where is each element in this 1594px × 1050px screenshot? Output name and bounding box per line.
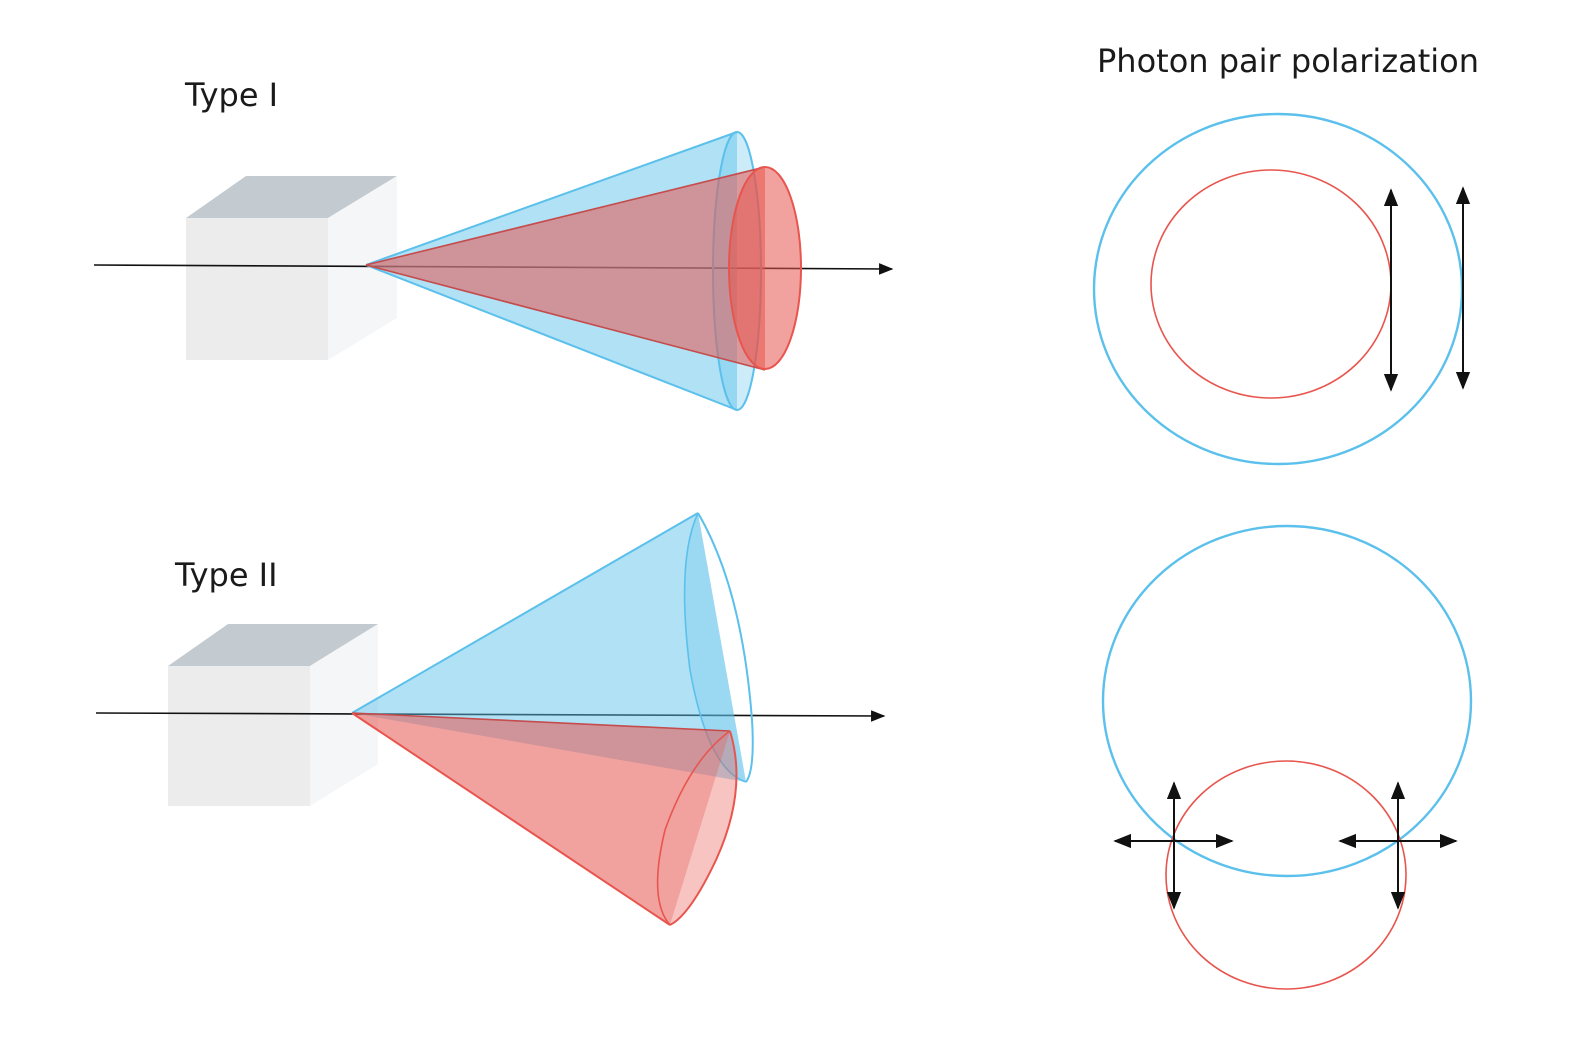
type2-polarization-cross-right: [1338, 781, 1458, 910]
crystal-top-face: [168, 624, 378, 666]
crystal-top-face: [186, 176, 397, 218]
type1-crystal: [186, 176, 397, 360]
type2-beam-axis: [95, 710, 886, 722]
type2-blue-cone: [351, 512, 754, 783]
type1-panel: Type I: [93, 76, 894, 411]
type2-rings: [1101, 524, 1473, 990]
type2-red-ring: [1165, 760, 1407, 990]
type1-label: Type I: [184, 76, 278, 114]
type2-panel: Type II: [95, 512, 886, 926]
crystal-front-face: [186, 218, 328, 360]
crystal-front-face: [168, 666, 310, 806]
type2-polarization-cross-left: [1113, 781, 1234, 910]
type1-rings: [1092, 112, 1471, 466]
type2-blue-ring: [1101, 524, 1473, 878]
crystal-side-face: [310, 624, 378, 806]
type1-red-cone: [365, 166, 802, 371]
polarization-panel: Photon pair polarization: [1092, 42, 1479, 990]
type2-crystal: [168, 624, 378, 806]
crystal-side-face: [328, 176, 397, 360]
type1-red-ring: [1150, 169, 1392, 399]
type1-blue-ring: [1092, 112, 1464, 466]
type2-label: Type II: [174, 556, 278, 594]
polarization-title: Photon pair polarization: [1097, 42, 1479, 80]
type2-red-cone: [351, 712, 738, 926]
